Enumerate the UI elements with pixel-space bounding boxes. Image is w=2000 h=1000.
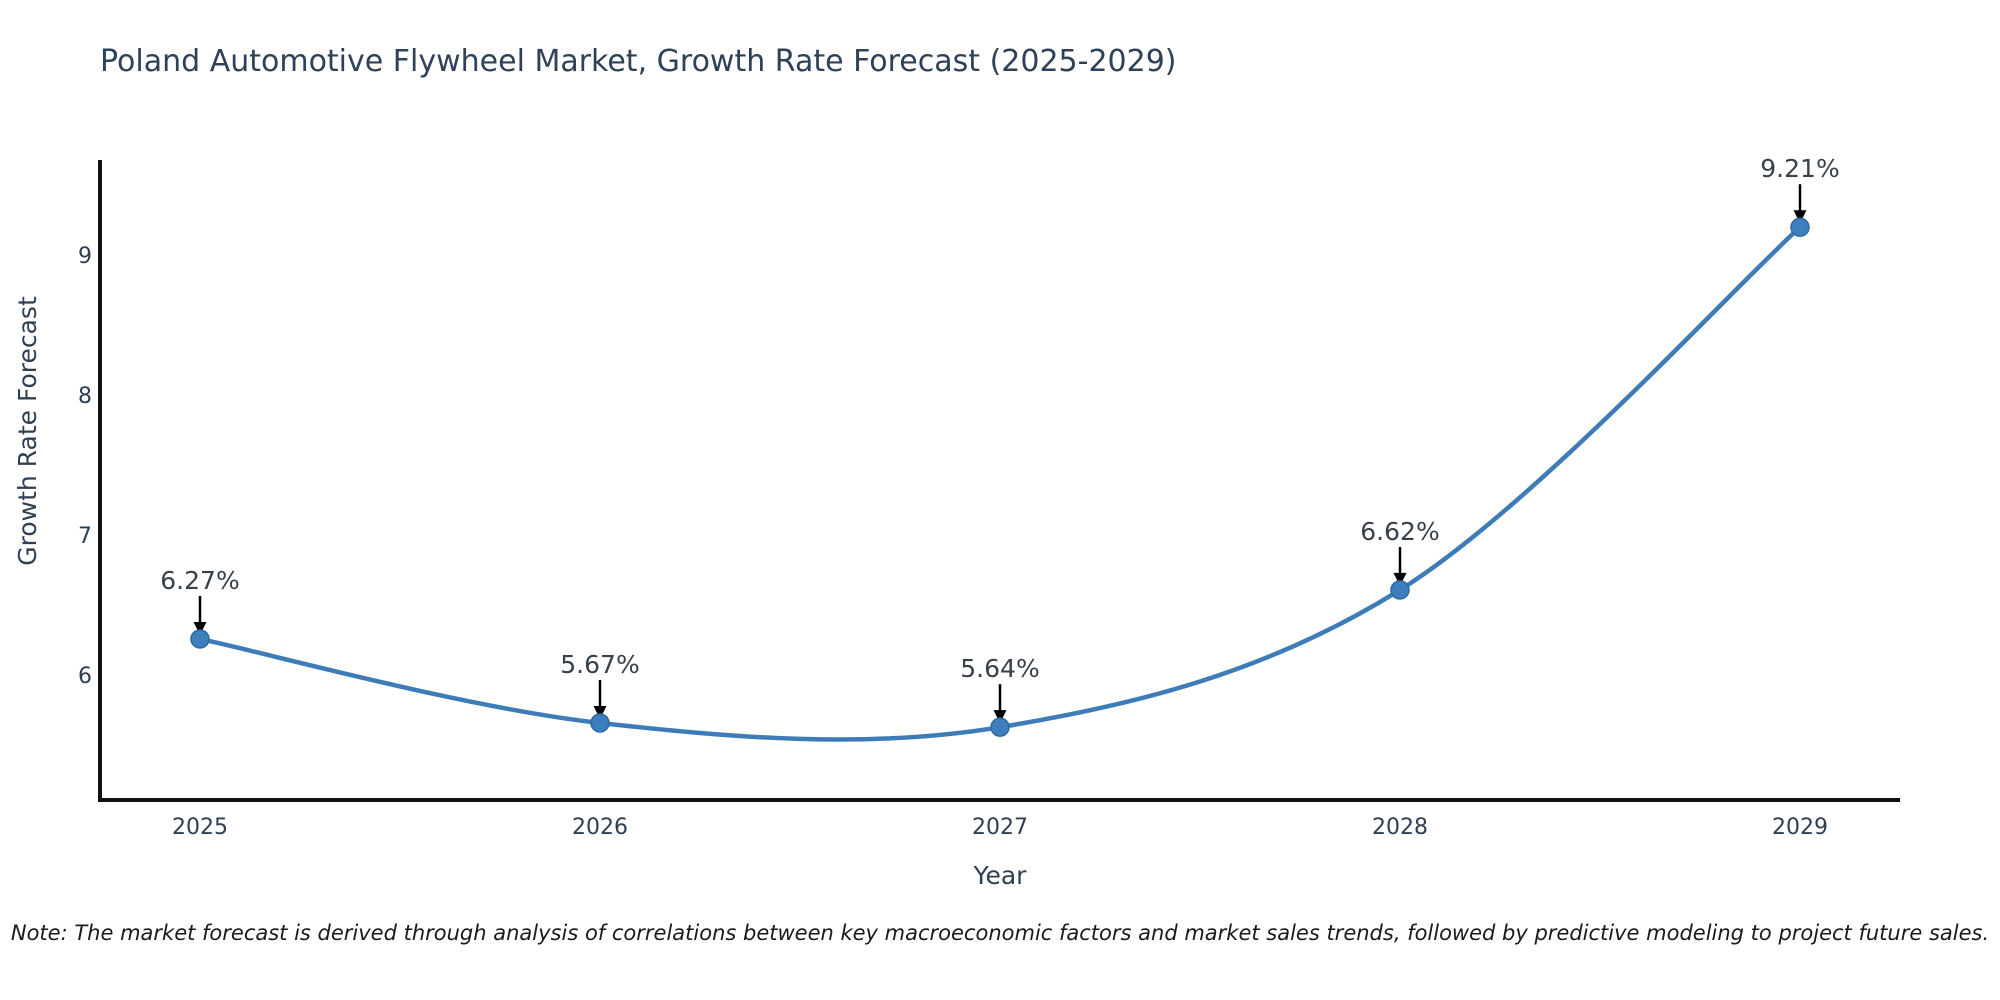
data-point-marker <box>1790 217 1810 237</box>
axis-spines <box>98 160 1900 802</box>
data-point-value-label: 6.62% <box>1360 516 1440 546</box>
data-point-marker <box>190 629 210 649</box>
annotation-arrow-head <box>1793 210 1807 224</box>
data-point-marker <box>990 717 1010 737</box>
data-point-value-label: 9.21% <box>1760 154 1840 184</box>
y-tick-label: 9 <box>78 243 92 269</box>
data-point-value-label: 5.67% <box>560 649 640 679</box>
data-point-value-label: 6.27% <box>160 565 240 595</box>
annotation-arrow-head <box>1393 572 1407 586</box>
x-tick-label: 2029 <box>1772 815 1828 840</box>
x-tick-label: 2026 <box>572 815 628 840</box>
data-point-value-label: 5.64% <box>960 654 1040 684</box>
chart-title: Poland Automotive Flywheel Market, Growt… <box>100 44 1177 79</box>
annotation-arrow-head <box>993 710 1007 724</box>
data-point-marker <box>1390 580 1410 600</box>
x-tick-label: 2027 <box>972 815 1028 840</box>
annotation-arrow-head <box>193 621 207 635</box>
x-tick-label: 2028 <box>1372 815 1428 840</box>
x-axis-title: Year <box>973 861 1027 890</box>
annotation-arrow-head <box>593 705 607 719</box>
y-axis-title: Growth Rate Forecast <box>13 296 42 566</box>
y-tick-label: 8 <box>78 383 92 409</box>
footnote: Note: The market forecast is derived thr… <box>10 921 1990 945</box>
annotation-arrows <box>193 184 1807 724</box>
data-point-marker <box>590 713 610 733</box>
y-tick-label: 7 <box>78 523 92 549</box>
x-tick-label: 2025 <box>172 815 228 840</box>
forecast-spline-line <box>197 224 1803 742</box>
data-point-markers <box>190 217 1810 737</box>
y-tick-label: 6 <box>78 663 92 689</box>
